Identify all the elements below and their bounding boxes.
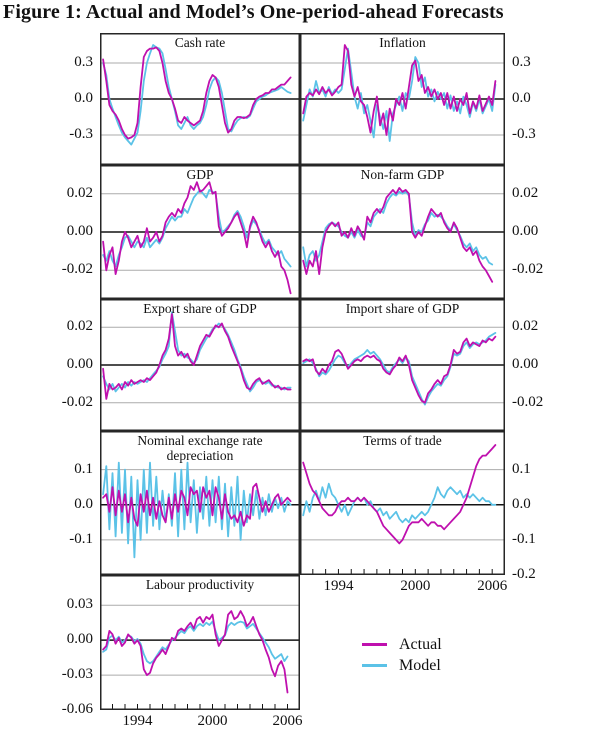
x-tick-label: 1994: [122, 713, 153, 729]
panel-border: [100, 33, 300, 165]
y-tick-label: 0.03: [66, 596, 93, 613]
y-tick-label: 0.00: [66, 223, 93, 239]
y-tick-label: 0.02: [66, 184, 93, 201]
y-tick-label: 0.00: [66, 631, 93, 648]
panel-border: [300, 33, 505, 165]
panel-title-labour_productivity: Labour productivity: [145, 577, 255, 592]
figure-title: Figure 1: Actual and Model’s One-period-…: [3, 1, 504, 23]
panel-border: [300, 165, 505, 299]
x-tick-label: 2006: [477, 578, 508, 594]
y-tick-label: 0.00: [512, 223, 539, 239]
panel-border: [100, 165, 300, 299]
panel-title-import_share: Import share of GDP: [345, 301, 460, 316]
y-tick-label: 0.3: [512, 54, 531, 70]
nonfarm_gdp-plot: [300, 165, 505, 299]
y-tick-label: -0.1: [512, 530, 536, 547]
terms_of_trade-plot: [300, 431, 505, 575]
legend-item-actual: Actual: [362, 634, 442, 655]
panel-export_share: Export share of GDP: [100, 299, 300, 431]
y-tick-label: 0.0: [512, 90, 531, 106]
actual-line-swatch: [362, 643, 387, 646]
y-tick-label: -0.02: [512, 393, 544, 410]
actual-series: [102, 610, 289, 694]
legend-label-actual: Actual: [399, 635, 442, 653]
panel-border: [300, 431, 505, 575]
model-series: [302, 47, 497, 142]
panel-title-inflation: Inflation: [379, 35, 426, 50]
panel-nonfarm_gdp: Non-farm GDP: [300, 165, 505, 299]
panel-terms_of_trade: Terms of trade: [300, 431, 505, 575]
actual-series: [102, 482, 292, 527]
panel-border: [300, 299, 505, 431]
panel-labour_productivity: Labour productivity: [100, 575, 300, 710]
model-series: [102, 461, 292, 559]
y-tick-label: 0.00: [66, 356, 93, 372]
actual-series: [302, 444, 497, 545]
panel-gdp: GDP: [100, 165, 300, 299]
legend: Actual Model: [362, 634, 442, 676]
y-tick-label: -0.02: [512, 261, 544, 278]
panel-title-cash_rate: Cash rate: [174, 35, 226, 50]
cash_rate-plot: [100, 33, 300, 165]
panel-border: [100, 575, 300, 710]
y-tick-label: 0.0: [512, 495, 531, 512]
actual-series: [102, 313, 292, 400]
y-tick-label: 0.0: [74, 495, 93, 512]
y-tick-label: -0.02: [61, 261, 93, 278]
y-tick-label: 0.1: [512, 460, 531, 477]
actual-series: [102, 181, 292, 295]
model-series: [102, 311, 292, 393]
gdp-plot: [100, 165, 300, 299]
panel-title-ner_depreciation: Nominal exchange rate depreciation: [137, 433, 263, 464]
panel-cash_rate: Cash rate: [100, 33, 300, 165]
panel-title-gdp: GDP: [186, 167, 214, 182]
model-series: [102, 188, 292, 268]
y-tick-label: -0.1: [69, 530, 93, 547]
inflation-plot: [300, 33, 505, 165]
x-tick-label: 2000: [400, 578, 431, 594]
import_share-plot: [300, 299, 505, 431]
y-tick-label: 0.0: [74, 90, 93, 106]
model-series: [102, 44, 292, 146]
panel-border: [100, 299, 300, 431]
model-series: [302, 190, 494, 268]
panel-border: [100, 431, 300, 575]
panel-ner_depreciation: Nominal exchange rate depreciation: [100, 431, 300, 575]
panel-import_share: Import share of GDP: [300, 299, 505, 431]
y-tick-label: 0.02: [66, 318, 93, 335]
y-tick-label: 0.02: [512, 318, 539, 335]
labour_productivity-plot: [100, 575, 300, 710]
panel-title-export_share: Export share of GDP: [143, 301, 257, 316]
actual-series: [302, 187, 494, 283]
y-tick-label: -0.3: [512, 126, 536, 142]
export_share-plot: [100, 299, 300, 431]
actual-series: [102, 46, 292, 140]
ner_depreciation-plot: [100, 431, 300, 575]
y-tick-label: 0.00: [512, 356, 539, 372]
legend-label-model: Model: [399, 656, 441, 674]
y-tick-label: -0.3: [69, 126, 93, 142]
panel-inflation: Inflation: [300, 33, 505, 165]
panel-title-nonfarm_gdp: Non-farm GDP: [360, 167, 445, 182]
model-series: [302, 482, 497, 524]
panel-title-terms_of_trade: Terms of trade: [363, 433, 442, 448]
x-tick-label: 2006: [272, 713, 303, 729]
model-line-swatch: [362, 664, 387, 667]
actual-series: [302, 44, 497, 136]
model-series: [302, 332, 497, 406]
y-tick-label: 0.02: [512, 184, 539, 201]
model-series: [102, 620, 289, 665]
x-tick-label: 1994: [323, 578, 354, 594]
x-tick-label: 2000: [197, 713, 228, 729]
y-tick-label: -0.03: [61, 666, 93, 683]
y-tick-label: 0.3: [74, 54, 93, 70]
y-tick-label: -0.2: [512, 566, 536, 582]
y-tick-label: -0.02: [61, 393, 93, 410]
actual-series: [302, 335, 497, 404]
y-tick-label: 0.1: [74, 460, 93, 477]
y-tick-label: -0.06: [61, 701, 93, 717]
legend-item-model: Model: [362, 655, 442, 676]
